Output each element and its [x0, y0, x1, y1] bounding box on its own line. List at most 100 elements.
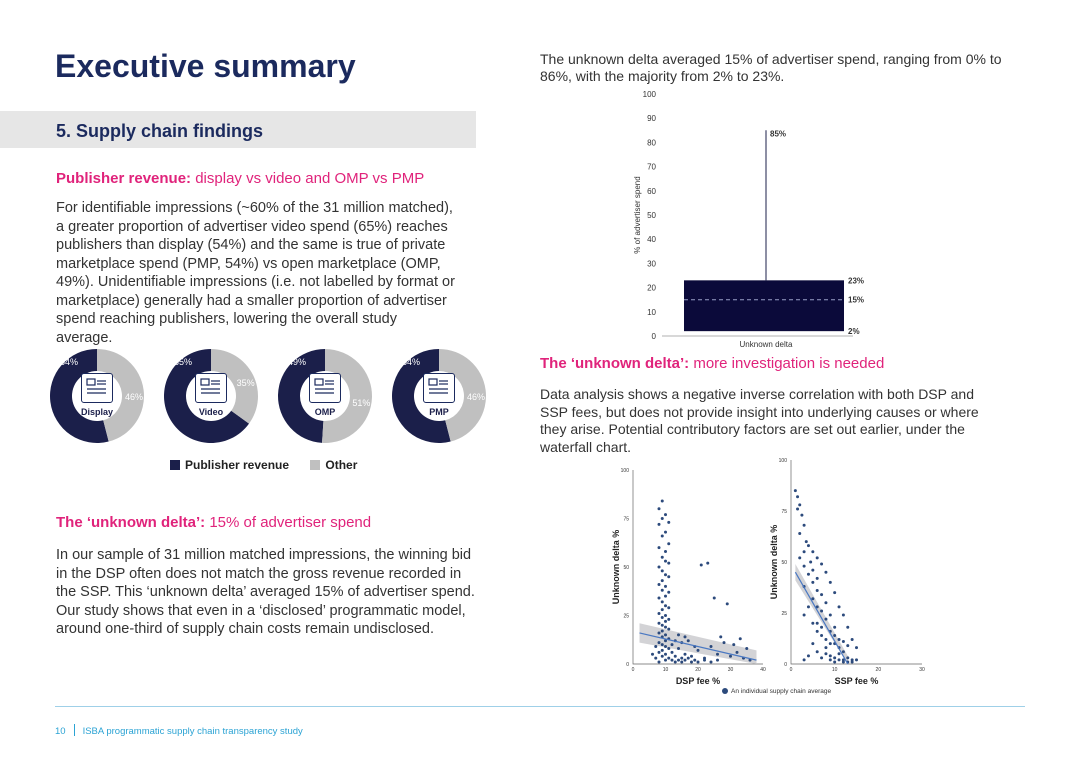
- scatter-ytick: 100: [621, 468, 630, 474]
- donut-svg: [49, 349, 144, 443]
- scatter-legend: An individual supply chain average: [722, 688, 831, 695]
- scatter-point: [837, 638, 841, 642]
- scatter-point: [667, 656, 671, 660]
- scatter-point: [657, 546, 661, 550]
- scatter-point: [683, 658, 687, 662]
- donut-label: Display: [80, 407, 113, 417]
- scatter-point: [833, 633, 837, 637]
- scatter-xtick: 30: [919, 667, 925, 673]
- scatter-ytick: 75: [623, 517, 629, 523]
- scatter-point: [824, 646, 828, 650]
- scatter-point: [660, 499, 664, 503]
- scatter-xtick: 40: [760, 667, 766, 673]
- scatter-xtick: 30: [728, 667, 734, 673]
- donut-label: PMP: [429, 407, 449, 417]
- scatter-fit-line: [639, 632, 757, 661]
- scatter-ytick: 75: [781, 509, 787, 515]
- scatter-point: [667, 606, 671, 610]
- scatter-point: [804, 540, 808, 544]
- scatter-point: [657, 641, 661, 645]
- donut-slice-other: [97, 349, 144, 442]
- scatter-point: [716, 658, 719, 662]
- scatter-point: [837, 658, 841, 662]
- donut-omp: 49% 51% OMP: [276, 347, 374, 445]
- scatter-point: [837, 652, 841, 656]
- scatter-point: [673, 654, 677, 658]
- box-ytick: 10: [647, 308, 656, 317]
- scatter-point: [732, 643, 736, 647]
- scatter-ytick: 25: [623, 614, 629, 620]
- omp-icon: [309, 373, 341, 403]
- scatter-point: [796, 495, 800, 499]
- scatter-point: [686, 656, 690, 660]
- scatter-point: [654, 656, 658, 660]
- scatter-point: [846, 625, 850, 629]
- box-ytick: 0: [652, 332, 657, 341]
- delta-left-heading-rest: 15% of advertiser spend: [205, 514, 372, 531]
- scatter-ytick: 50: [781, 560, 787, 566]
- scatter-point: [660, 517, 664, 520]
- scatter-point: [680, 660, 684, 664]
- scatter-point: [820, 625, 824, 629]
- scatter-ytick: 50: [623, 565, 629, 571]
- donut-svg: [278, 349, 373, 443]
- scatter-ssp-chart: 0 25 50 75 100 0 10 20 30 SSP fee % Unknown delta …: [769, 458, 925, 686]
- donut-slice-other: [211, 349, 258, 424]
- scatter-point: [696, 660, 700, 664]
- scatter-point: [657, 650, 661, 654]
- scatter-point: [667, 575, 671, 579]
- scatter-point: [846, 656, 850, 660]
- scatter-point: [667, 520, 671, 524]
- scatter-point: [660, 654, 664, 658]
- scatter-point: [841, 650, 845, 654]
- scatter-point: [824, 652, 828, 656]
- scatter-ytick: 0: [626, 662, 629, 668]
- scatter-point: [664, 513, 667, 517]
- delta-left-body: In our sample of 31 million matched impr…: [56, 547, 475, 637]
- scatter-point: [673, 660, 677, 664]
- scatter-point: [809, 560, 813, 564]
- scatter-point: [660, 534, 664, 538]
- scatter-point: [657, 631, 661, 635]
- scatter-point: [677, 658, 680, 662]
- scatter-point: [841, 640, 845, 644]
- scatter-point: [657, 621, 661, 625]
- box-min-label: 2%: [848, 327, 860, 336]
- scatter-point: [667, 627, 671, 631]
- donut-slice-other: [322, 349, 373, 443]
- scatter-point: [670, 643, 674, 647]
- box-ytick: 50: [647, 211, 656, 220]
- section-bar: [0, 111, 476, 148]
- publisher-heading-bold: Publisher revenue:: [56, 170, 192, 187]
- scatter-point: [660, 555, 664, 559]
- donut-publisher-pct: 54%: [402, 357, 421, 367]
- delta-right-body: Data analysis shows a negative inverse c…: [540, 386, 979, 455]
- scatter-point: [719, 635, 723, 639]
- scatter-point: [660, 588, 664, 592]
- scatter-point: [820, 609, 824, 613]
- scatter-point: [667, 542, 671, 546]
- donut-publisher-pct: 54%: [60, 357, 79, 367]
- donut-slice-publisher: [392, 349, 451, 443]
- scatter-point: [667, 561, 671, 565]
- footer-text: ISBA programmatic supply chain transpare…: [82, 726, 303, 737]
- scatter-point: [850, 660, 854, 664]
- scatter-point: [664, 645, 667, 649]
- scatter-point: [798, 531, 802, 535]
- pmp-icon: [423, 373, 455, 403]
- scatter-point: [806, 605, 810, 609]
- donut-label: Video: [198, 407, 224, 417]
- scatter-point: [833, 656, 837, 660]
- scatter-ytick: 0: [784, 662, 787, 668]
- scatter-point: [664, 549, 667, 553]
- donut-other-pct: 46%: [466, 391, 485, 402]
- scatter-point: [828, 613, 832, 617]
- scatter-point: [664, 604, 667, 608]
- scatter-ytick: 25: [781, 611, 787, 617]
- box-chart: 0 10 20 30 40 50 60 70 80 90 100 % of advertiser sp…: [633, 90, 864, 349]
- scatter-point: [811, 568, 815, 572]
- scatter-point: [815, 629, 819, 633]
- scatter-point: [833, 591, 837, 595]
- legend-publisher-label: Publisher revenue: [185, 458, 290, 472]
- scatter-point: [699, 563, 703, 567]
